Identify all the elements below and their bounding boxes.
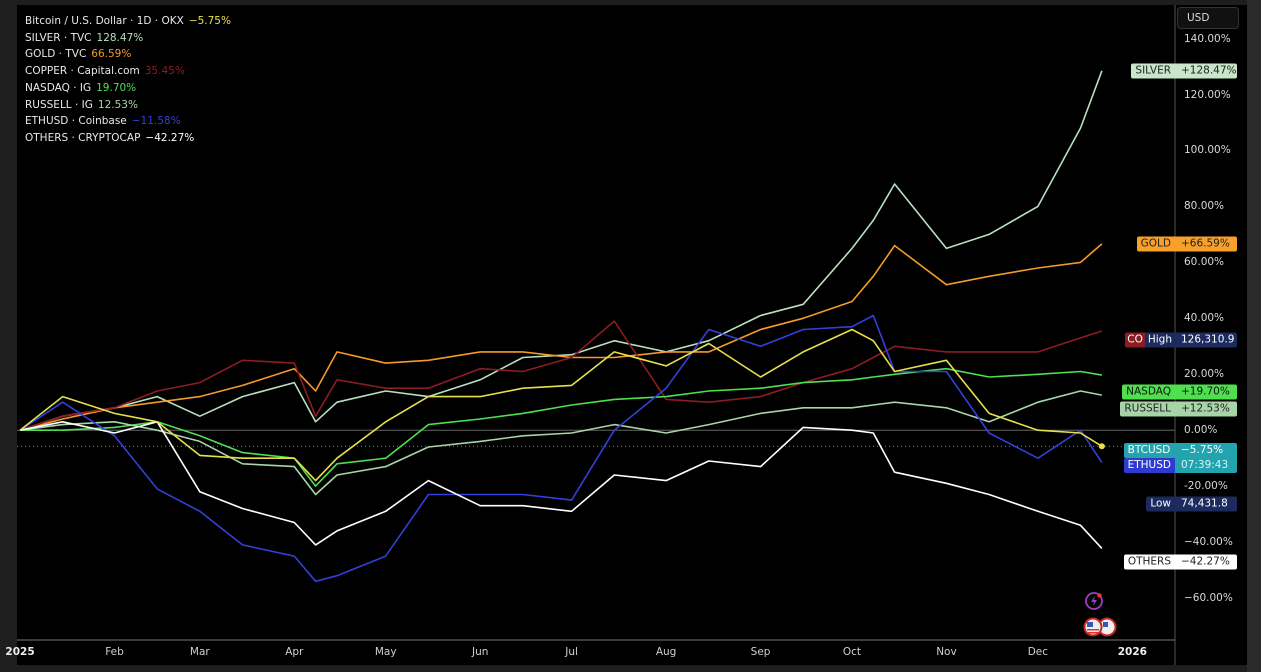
legend-label: RUSSELL · IG bbox=[25, 98, 93, 111]
series-line-russell bbox=[19, 390, 1103, 496]
chart-background bbox=[17, 5, 1247, 665]
low-label: Low bbox=[1146, 496, 1175, 512]
btc-tag-value: −5.75% bbox=[1181, 444, 1224, 456]
legend-value: −11.58% bbox=[131, 115, 181, 128]
series-line-others bbox=[19, 420, 1103, 549]
silver-price-tag: SILVER +128.47% bbox=[1131, 63, 1237, 79]
y-tick-label: 60.00% bbox=[1184, 256, 1225, 269]
series-line-ethusd bbox=[19, 314, 1103, 583]
legend-value: 128.47% bbox=[96, 31, 144, 44]
low-value: 74,431.8 bbox=[1175, 496, 1237, 512]
y-tick-label: 80.00% bbox=[1184, 200, 1225, 213]
x-tick-label: Sep bbox=[750, 646, 771, 658]
low-tag: Low 74,431.8 bbox=[1146, 496, 1237, 512]
y-tick-label: −40.00% bbox=[1184, 536, 1233, 549]
legend-item[interactable]: RUSSELL · IG 12.53% bbox=[25, 97, 231, 114]
legend-value: 12.53% bbox=[97, 98, 138, 111]
tag-value: +12.53% bbox=[1175, 401, 1237, 417]
tag-name: GOLD bbox=[1136, 236, 1175, 252]
legend-label: ETHUSD · Coinbase bbox=[25, 115, 127, 128]
tag-name: OTHERS bbox=[1123, 554, 1175, 570]
bar-countdown: 07:39:43 bbox=[1181, 459, 1229, 471]
legend-item[interactable]: ETHUSD · Coinbase −11.58% bbox=[25, 113, 231, 130]
legend-value: 35.45% bbox=[144, 65, 185, 78]
legend-value: 19.70% bbox=[96, 81, 137, 94]
legend-item[interactable]: NASDAQ · IG 19.70% bbox=[25, 80, 231, 97]
legend: Bitcoin / U.S. Dollar · 1D · OKX −5.75% SI… bbox=[25, 13, 231, 147]
x-tick-label: Aug bbox=[655, 646, 677, 658]
x-tick-label: Feb bbox=[105, 646, 124, 658]
x-tick-label: Mar bbox=[189, 646, 210, 658]
series-line-copper bbox=[19, 320, 1103, 431]
tag-name: RUSSELL bbox=[1120, 401, 1175, 417]
last-price-dot bbox=[1098, 443, 1105, 450]
y-tick-label: 140.00% bbox=[1184, 32, 1231, 45]
legend-value: 66.59% bbox=[91, 48, 132, 61]
btc-tag-name: BTCUSD bbox=[1123, 443, 1175, 458]
y-tick-label: -20.00% bbox=[1184, 480, 1228, 493]
tag-name: CO bbox=[1125, 332, 1145, 348]
lightning-alert-icon[interactable] bbox=[1084, 591, 1104, 611]
x-tick-label: 2026 bbox=[1117, 646, 1147, 658]
x-tick-label: May bbox=[374, 646, 397, 658]
series-line-btcusd bbox=[19, 328, 1103, 482]
right-edge bbox=[1247, 0, 1261, 672]
legend-item[interactable]: Bitcoin / U.S. Dollar · 1D · OKX −5.75% bbox=[25, 13, 231, 30]
others-price-tag: OTHERS −42.27% bbox=[1123, 554, 1237, 570]
legend-item[interactable]: GOLD · TVC 66.59% bbox=[25, 46, 231, 63]
legend-label: GOLD · TVC bbox=[25, 48, 87, 61]
legend-label: NASDAQ · IG bbox=[25, 81, 92, 94]
tag-value: −42.27% bbox=[1175, 554, 1237, 570]
us-flag-events-icon[interactable] bbox=[1082, 616, 1120, 638]
x-tick-label: Oct bbox=[842, 646, 862, 658]
legend-item[interactable]: SILVER · TVC 128.47% bbox=[25, 30, 231, 47]
series-line-nasdaq bbox=[20, 367, 1103, 487]
legend-item[interactable]: COPPER · Capital.com 35.45% bbox=[25, 63, 231, 80]
y-tick-label: 20.00% bbox=[1184, 368, 1225, 381]
legend-label: COPPER · Capital.com bbox=[25, 65, 140, 78]
series-line-silver bbox=[19, 70, 1103, 431]
copper-high-tag: CO High 126,310.9 bbox=[1125, 332, 1237, 348]
legend-label: SILVER · TVC bbox=[25, 31, 92, 44]
eth-tag-name: ETHUSD bbox=[1123, 458, 1175, 473]
y-tick-label: 40.00% bbox=[1184, 312, 1225, 325]
legend-label: Bitcoin / U.S. Dollar · 1D · OKX bbox=[25, 15, 184, 27]
high-value: 126,310.9 bbox=[1175, 332, 1237, 348]
x-tick-label: Dec bbox=[1027, 646, 1049, 658]
x-tick-label: Jun bbox=[471, 646, 489, 658]
x-tick-label: 2025 bbox=[5, 646, 35, 658]
tag-value: +19.70% bbox=[1175, 384, 1237, 400]
y-tick-label: 0.00% bbox=[1184, 424, 1218, 437]
tag-value: +66.59% bbox=[1175, 236, 1237, 252]
russell-price-tag: RUSSELL +12.53% bbox=[1120, 401, 1237, 417]
x-tick-label: Jul bbox=[565, 646, 578, 658]
x-tick-label: Apr bbox=[285, 646, 304, 658]
nasdaq-price-tag: NASDAQ +19.70% bbox=[1122, 384, 1237, 400]
legend-value: −5.75% bbox=[188, 15, 231, 27]
x-tick-label: Nov bbox=[936, 646, 957, 658]
legend-label: OTHERS · CRYPTOCAP bbox=[25, 131, 141, 144]
y-tick-label: 100.00% bbox=[1184, 144, 1231, 157]
tag-name: NASDAQ bbox=[1122, 384, 1175, 400]
btc-eth-price-tag: BTCUSD ETHUSD −5.75% 07:39:43 bbox=[1123, 443, 1237, 473]
gold-price-tag: GOLD +66.59% bbox=[1136, 236, 1237, 252]
legend-value: −42.27% bbox=[145, 131, 195, 144]
y-tick-label: 120.00% bbox=[1184, 88, 1231, 101]
tag-value: +128.47% bbox=[1175, 63, 1237, 79]
high-label: High bbox=[1144, 332, 1175, 348]
tag-name: SILVER bbox=[1131, 63, 1175, 79]
legend-item[interactable]: OTHERS · CRYPTOCAP −42.27% bbox=[25, 130, 231, 147]
currency-button[interactable]: USD bbox=[1177, 7, 1239, 29]
y-tick-label: −60.00% bbox=[1184, 592, 1233, 605]
